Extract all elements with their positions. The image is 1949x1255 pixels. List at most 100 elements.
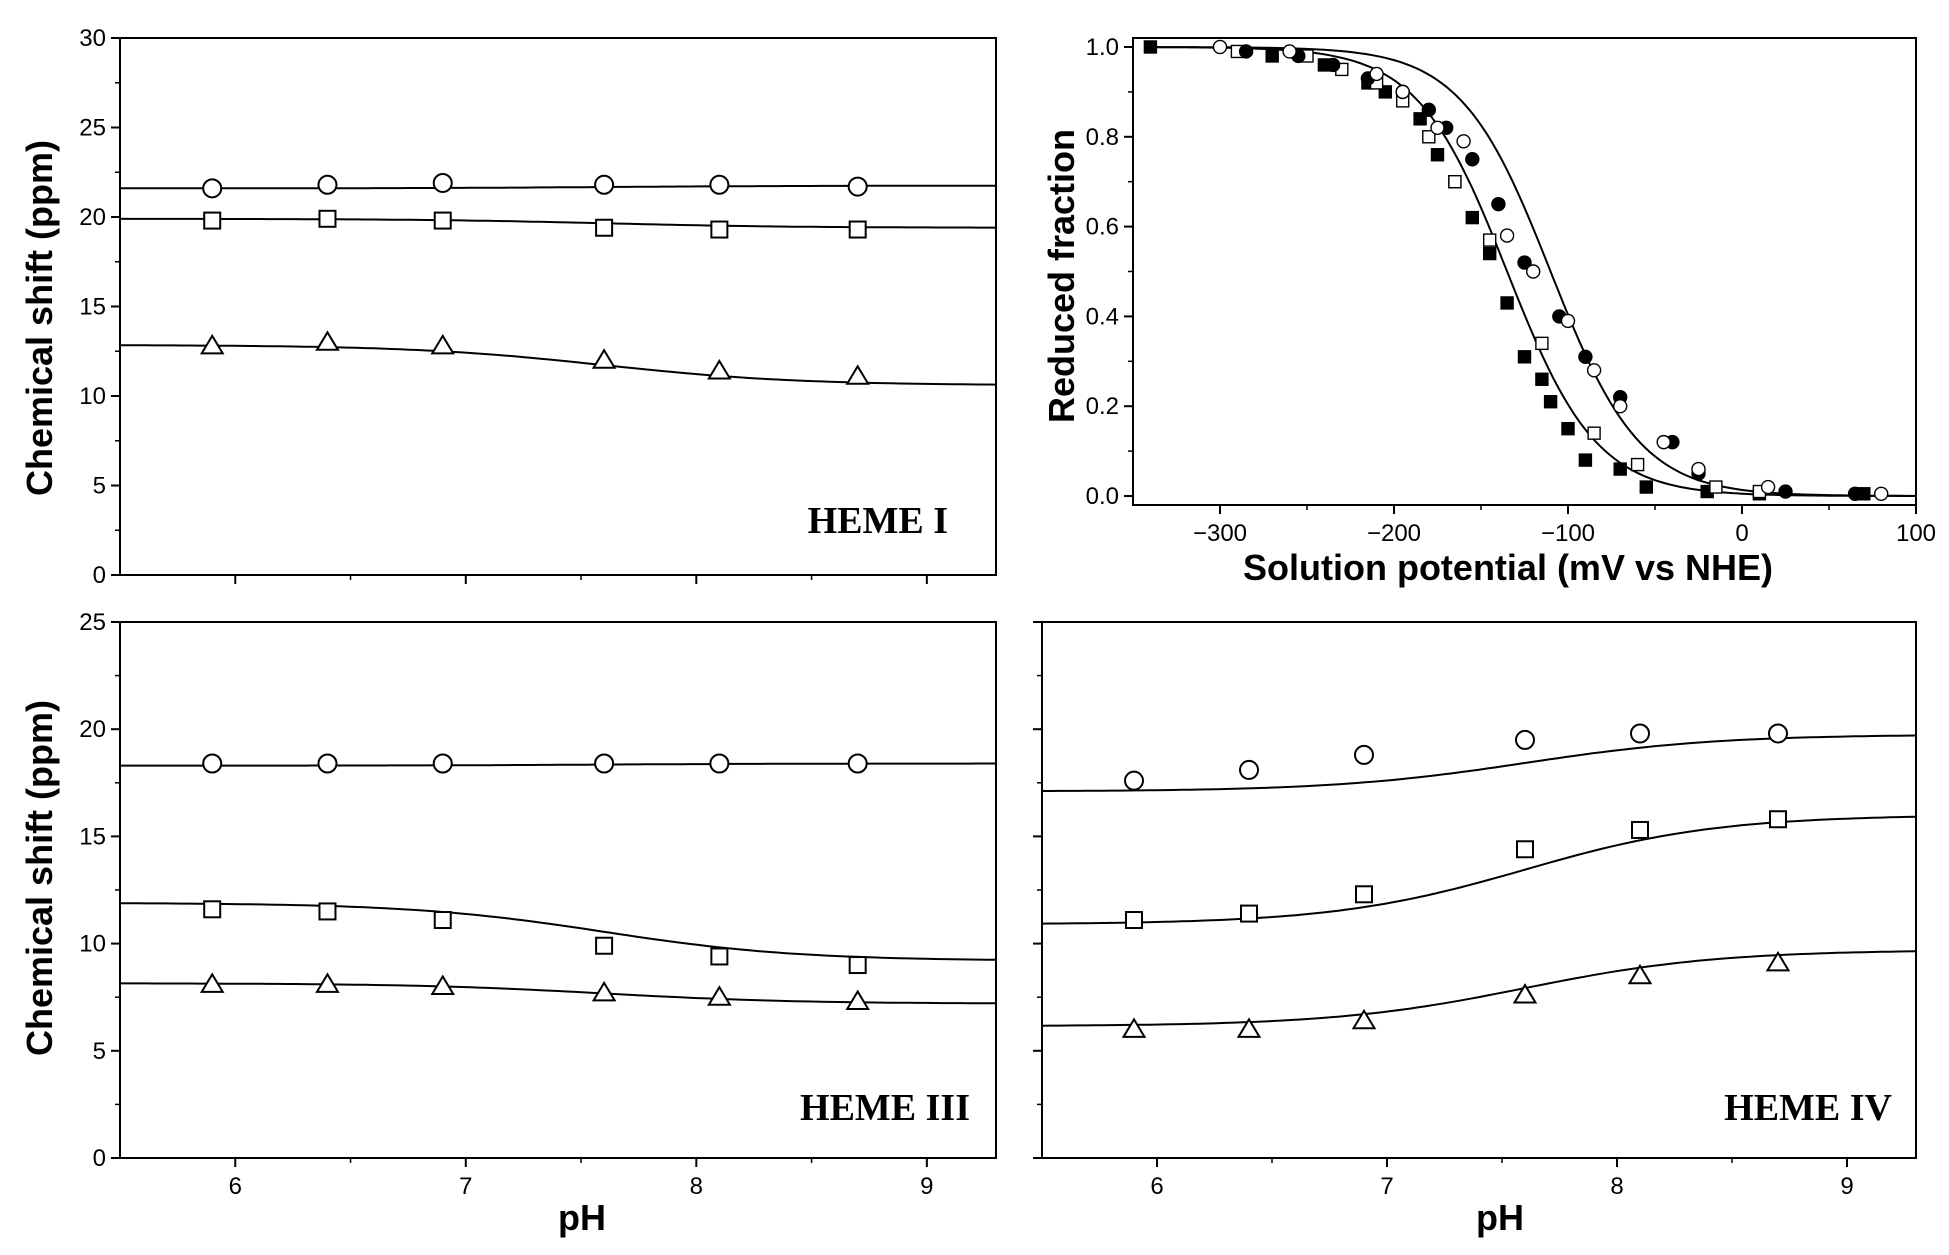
y-axis-label: Chemical shift (ppm): [19, 140, 60, 496]
triangle-point: [315, 972, 340, 993]
triangle-point: [315, 330, 340, 351]
circle-point: [709, 753, 730, 774]
circle-point: [1847, 486, 1863, 501]
circle-point: [202, 178, 223, 199]
fit-curve: [120, 982, 996, 1005]
circle-point: [1612, 399, 1628, 414]
circle-point: [1499, 228, 1515, 243]
circle-point: [1586, 363, 1602, 378]
x-tick-label: 7: [1380, 1173, 1393, 1200]
y-tick-label: 0.0: [1086, 483, 1119, 510]
plot-frame: [1041, 621, 1917, 1159]
square-point: [1125, 911, 1143, 930]
square-point: [1769, 810, 1787, 829]
circle-point: [1873, 486, 1889, 501]
fit-curves: [119, 184, 997, 386]
triangle-point: [591, 348, 617, 369]
circle-point: [1325, 57, 1341, 73]
circle-point: [594, 753, 615, 774]
square-point: [710, 947, 729, 966]
circle-point: [317, 753, 338, 774]
circle-point: [1525, 264, 1541, 279]
y-tick-label: 1.0: [1086, 34, 1119, 61]
fit-curve: [1042, 734, 1917, 792]
circle-point: [432, 172, 453, 193]
square-point: [318, 209, 337, 228]
fit-curve: [1041, 950, 1917, 1027]
circle-point: [1491, 196, 1506, 212]
circle-point: [1456, 134, 1471, 149]
triangle-point: [430, 333, 456, 355]
triangle-point: [845, 989, 870, 1010]
y-tick-label: 0: [93, 562, 106, 589]
square-point: [848, 956, 867, 975]
y-tick-label: 30: [79, 25, 106, 52]
square-point: [1465, 210, 1480, 225]
circle-point: [1354, 744, 1374, 765]
plot-frame: [119, 621, 997, 1159]
y-ticks: 0 5 10 15 20 25 30: [79, 25, 120, 589]
heme-1-panel: 0 5 10 15 20 25 30 Chemical shift (ppm) HEME I: [19, 25, 997, 589]
x-ticks: −300 −200 −100 0 100: [1193, 505, 1936, 547]
circle-point: [432, 753, 453, 774]
triangle-point: [707, 358, 732, 380]
circle-point: [847, 753, 868, 774]
data-points: [1121, 723, 1791, 1038]
square-point: [1265, 49, 1279, 63]
square-point: [1240, 904, 1258, 923]
triangle-point: [199, 972, 225, 993]
square-point: [1430, 148, 1445, 162]
x-tick-label: −100: [1541, 520, 1595, 547]
square-point: [1561, 421, 1575, 436]
square-point: [1422, 130, 1436, 144]
circle-point: [1465, 152, 1480, 167]
square-point: [1482, 246, 1497, 261]
x-tick-label: 0: [1735, 520, 1748, 547]
x-tick-label: −300: [1193, 520, 1247, 547]
square-point: [1578, 453, 1593, 467]
triangle-point: [845, 364, 870, 385]
x-tick-label: 8: [690, 1173, 703, 1200]
square-point: [1631, 820, 1649, 839]
y-tick-label: 0.6: [1086, 214, 1119, 241]
triangle-point: [591, 980, 617, 1002]
circle-point: [317, 174, 338, 195]
circle-point: [1124, 770, 1144, 791]
square-point: [203, 211, 222, 230]
y-tick-label: 20: [79, 204, 106, 231]
x-axis-label: pH: [558, 1197, 606, 1238]
circle-point: [1560, 313, 1576, 329]
square-point: [203, 900, 222, 919]
square-point: [848, 220, 867, 239]
circle-point: [1515, 729, 1535, 750]
circle-point: [1778, 484, 1793, 499]
x-tick-label: 6: [1150, 1173, 1163, 1200]
square-point: [433, 911, 452, 930]
circle-point: [1421, 102, 1437, 118]
data-points: [199, 753, 870, 1010]
x-tick-label: 100: [1896, 520, 1936, 547]
x-tick-label: 8: [1610, 1173, 1623, 1200]
circle-point: [1430, 120, 1445, 136]
heme-label: HEME I: [808, 500, 948, 542]
fit-curves: [1041, 734, 1917, 1027]
triangle-point: [1236, 1017, 1262, 1038]
circle-point: [1517, 255, 1532, 270]
circle-point: [1578, 349, 1593, 365]
plot-frame: [1132, 37, 1917, 506]
y-tick-label: 5: [93, 473, 106, 500]
triangle-point: [430, 974, 456, 995]
y-tick-label: 0.4: [1086, 303, 1119, 330]
square-point: [710, 220, 729, 239]
x-tick-label: 9: [920, 1173, 933, 1200]
y-tick-label: 10: [79, 931, 106, 958]
data-points: [199, 172, 870, 385]
square-point: [1639, 480, 1654, 494]
triangle-point: [1351, 1008, 1377, 1030]
circle-point: [1369, 66, 1384, 82]
x-ticks: 6 7 8 9: [229, 1158, 934, 1200]
circle-point: [594, 174, 615, 195]
heme-label: HEME IV: [1724, 1087, 1892, 1129]
circle-point: [1630, 723, 1650, 744]
